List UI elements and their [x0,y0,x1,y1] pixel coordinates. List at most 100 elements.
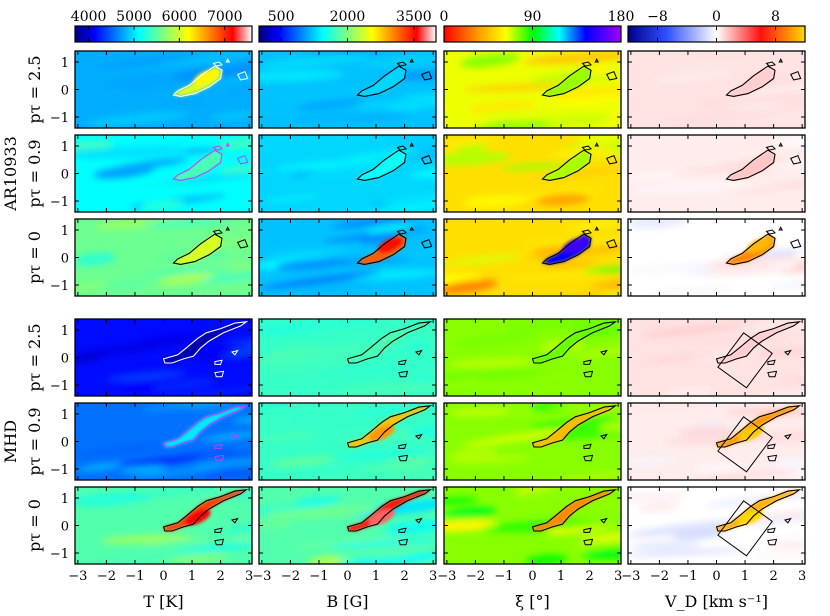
texture-streak [754,549,805,559]
texture-streak [482,137,584,151]
texture-streak [726,83,805,96]
panel-r6-B: −3 −2 −1 0 1 2 3 [252,486,437,584]
spot-fill [357,66,406,97]
texture-streak [264,195,320,203]
row-label: pτ = 0 [25,231,44,284]
colorbar-tick-label: 4000 [71,9,107,25]
spot-fill [532,321,616,363]
texture-streak [343,113,412,121]
spot-core [746,237,773,254]
texture-streak [211,224,252,240]
x-tick-label: −2 [281,569,300,584]
spot-contour [346,405,433,448]
texture-streak [337,450,429,459]
texture-streak [367,224,412,234]
texture-streak [580,67,621,76]
texture-streak [75,337,196,357]
spot-contour-small [784,433,792,440]
spot-core [377,237,404,254]
texture-streak [444,370,546,380]
texture-streak [769,280,805,288]
spot-contour [541,65,592,97]
panel-r2-xi [443,134,622,213]
texture-streak [128,464,234,479]
texture-streak [209,111,252,121]
texture-streak [566,337,621,350]
panel-r4-V_D [627,318,806,397]
spot-contour-small [789,238,802,249]
spot-fill [716,321,800,363]
spot-contour-small [212,61,223,67]
texture-streak [449,357,538,369]
texture-streak [628,520,741,537]
texture-streak [329,539,436,548]
texture-streak [750,89,805,103]
texture-streak [178,403,231,410]
texture-streak [120,465,167,474]
x-tick-label: −3 [437,569,456,584]
texture-streak [380,190,436,206]
panel-r4-T: −1 0 1 [50,318,253,397]
x-tick-label: 2 [400,569,408,584]
panel-r1-T: −1 0 1 [50,50,253,129]
panel-r6-T: −1 0 1 −3 −2 −1 0 1 2 3 [50,486,253,584]
texture-streak [665,108,775,126]
spot-contour-small [396,145,407,151]
texture-streak [448,448,499,462]
texture-streak [103,278,154,290]
texture-streak [260,52,370,69]
texture-streak [163,100,206,110]
texture-streak [587,419,621,434]
texture-streak [385,465,436,480]
spot-contour-small [765,145,776,151]
spot-contour-small [398,538,409,546]
colorbar-tick-label: 0 [440,9,449,25]
texture-streak [305,467,370,480]
spot-contour-small [396,229,407,235]
x-tick-label: −1 [309,569,328,584]
y-tick-label: 0 [61,520,69,535]
y-tick-label: −1 [50,463,69,478]
x-tick-label: 3 [429,569,437,584]
panel-r2-V_D [627,134,806,213]
spot-contour-small [225,142,231,147]
x-tick-label: 0 [712,569,720,584]
texture-streak [108,136,181,148]
texture-streak [174,542,252,554]
spot-contour-small [396,61,407,67]
spot-contour-small [778,142,784,147]
texture-streak [390,230,436,239]
row-label: pτ = 2.5 [25,323,44,391]
texture-streak [259,69,345,82]
texture-streak [501,163,567,171]
texture-streak [293,496,342,507]
x-tick-label: 3 [245,569,253,584]
texture-streak [75,139,116,151]
colorbar-tick-label: 8 [771,9,780,25]
texture-streak [563,219,621,230]
spot-contour-small [581,229,592,235]
texture-streak [99,55,200,68]
spot-contour-small [225,226,231,231]
y-tick-label: 0 [61,252,69,267]
texture-streak [444,506,497,520]
spot-contour-small [409,58,415,63]
texture-streak [259,433,320,441]
texture-streak [765,531,805,545]
spot-contour [541,233,592,265]
texture-streak [630,540,702,551]
spot-contour [162,321,249,364]
texture-streak [407,424,436,436]
texture-streak [121,487,246,500]
row-group-label: MHD [1,420,20,463]
texture-streak [139,332,201,341]
texture-streak [693,464,750,471]
spot-contour-small [214,527,223,533]
x-tick-label: −1 [678,569,697,584]
texture-streak [444,279,498,294]
texture-streak [559,403,621,412]
colorbar-tick-label: −8 [647,9,668,25]
texture-streak [143,267,233,276]
x-tick-label: 2 [769,569,777,584]
texture-streak [732,101,798,112]
